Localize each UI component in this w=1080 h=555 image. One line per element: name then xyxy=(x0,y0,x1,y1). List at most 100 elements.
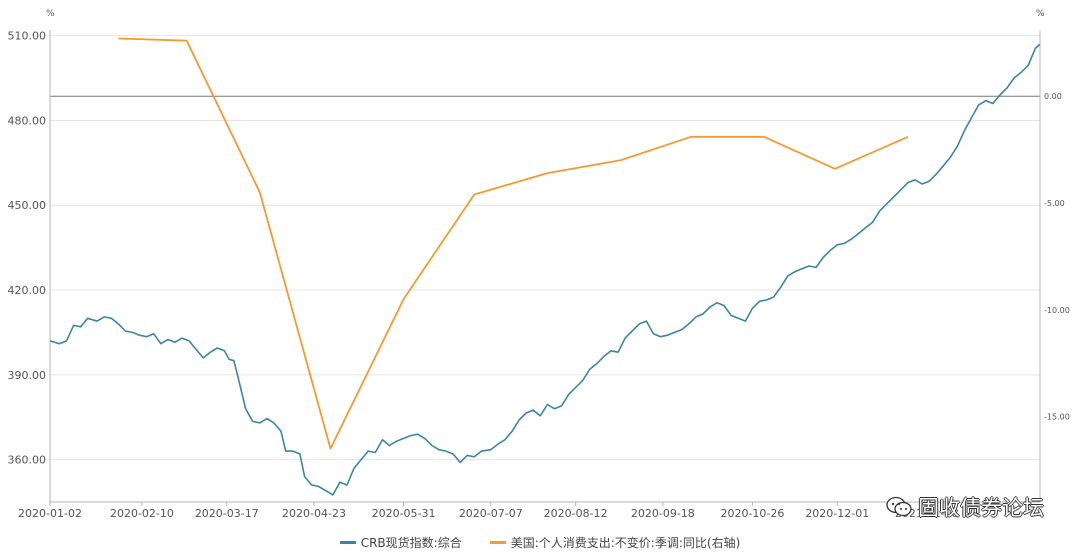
y-left-tick-label: 390.00 xyxy=(8,369,47,382)
data-point-crb xyxy=(497,444,498,445)
data-point-crb xyxy=(125,330,126,331)
y-right-tick-label: -10.00 xyxy=(1044,306,1070,315)
y-left-tick-label: 480.00 xyxy=(8,114,47,127)
x-axis-ticks: 2020-01-02 2020-02-10 2020-03-17 2020-04-23… xyxy=(18,502,959,520)
data-point-crb xyxy=(660,336,661,337)
data-point-pce xyxy=(474,194,475,195)
data-point-crb xyxy=(610,350,611,351)
data-point-crb xyxy=(830,250,831,251)
data-point-crb xyxy=(511,431,512,432)
data-point-crb xyxy=(403,438,404,439)
data-point-crb xyxy=(844,243,845,244)
data-point-crb xyxy=(865,227,866,228)
data-point-crb xyxy=(801,268,802,269)
x-tick-label: 2020-09-18 xyxy=(631,507,695,520)
data-point-crb xyxy=(709,306,710,307)
data-point-crb xyxy=(547,404,548,405)
data-point-crb xyxy=(181,338,182,339)
data-point-crb xyxy=(780,287,781,288)
data-point-crb xyxy=(233,360,234,361)
y-left-tick-label: 360.00 xyxy=(8,454,47,467)
axes: % % xyxy=(46,9,1045,503)
data-point-crb xyxy=(73,325,74,326)
data-point-crb xyxy=(189,340,190,341)
data-point-crb xyxy=(752,308,753,309)
watermark: 固收债券论坛 xyxy=(886,492,1044,522)
series-line-pce xyxy=(118,37,909,450)
data-point-crb xyxy=(49,340,50,341)
data-point-crb xyxy=(229,359,230,360)
data-point-crb xyxy=(851,239,852,240)
data-point-crb xyxy=(424,438,425,439)
data-point-pce xyxy=(691,136,692,137)
data-point-crb xyxy=(1028,65,1029,66)
data-point-crb xyxy=(681,329,682,330)
data-point-crb xyxy=(153,333,154,334)
data-point-crb xyxy=(589,369,590,370)
data-point-pce xyxy=(118,38,119,39)
data-point-crb xyxy=(285,451,286,452)
data-point-crb xyxy=(368,451,369,452)
data-point-crb xyxy=(639,323,640,324)
data-point-crb xyxy=(957,145,958,146)
y-left-tick-label: 450.00 xyxy=(8,199,47,212)
data-point-crb xyxy=(396,441,397,442)
y-right-tick-label: -5.00 xyxy=(1044,199,1065,208)
data-point-crb xyxy=(837,244,838,245)
data-point-crb xyxy=(738,318,739,319)
data-point-crb xyxy=(603,356,604,357)
data-point-crb xyxy=(273,422,274,423)
data-point-crb xyxy=(674,332,675,333)
data-point-crb xyxy=(787,275,788,276)
data-point-crb xyxy=(929,181,930,182)
data-point-crb xyxy=(481,451,482,452)
legend-swatch-crb xyxy=(339,540,356,544)
data-point-crb xyxy=(533,410,534,411)
legend-item-pce[interactable]: 美国:个人消费支出:不变价:季调:同比(右轴) xyxy=(489,534,740,551)
data-point-crb xyxy=(245,408,246,409)
y-right-tick-label: -15.00 xyxy=(1044,413,1070,422)
data-point-crb xyxy=(304,476,305,477)
data-point-crb xyxy=(410,435,411,436)
data-point-crb xyxy=(540,415,541,416)
data-point-crb xyxy=(823,257,824,258)
data-point-crb xyxy=(922,183,923,184)
data-point-crb xyxy=(1014,77,1015,78)
x-tick-label: 2020-02-10 xyxy=(110,507,174,520)
data-point-crb xyxy=(210,352,211,353)
data-point-crb xyxy=(332,494,333,495)
data-point-crb xyxy=(646,321,647,322)
data-point-crb xyxy=(907,182,908,183)
data-point-crb xyxy=(280,431,281,432)
data-point-pce xyxy=(834,168,835,169)
data-point-crb xyxy=(311,484,312,485)
data-point-crb xyxy=(632,330,633,331)
data-point-crb xyxy=(731,315,732,316)
data-point-crb xyxy=(695,316,696,317)
data-point-crb xyxy=(252,421,253,422)
data-point-crb xyxy=(259,422,260,423)
data-point-crb xyxy=(688,323,689,324)
data-point-crb xyxy=(1006,87,1007,88)
data-point-crb xyxy=(174,342,175,343)
data-point-crb xyxy=(339,482,340,483)
data-point-crb xyxy=(561,405,562,406)
data-point-crb xyxy=(702,313,703,314)
data-point-pce xyxy=(403,299,404,300)
data-point-crb xyxy=(858,233,859,234)
legend-item-crb[interactable]: CRB现货指数:综合 xyxy=(339,534,462,551)
data-point-crb xyxy=(467,455,468,456)
data-point-crb xyxy=(382,439,383,440)
data-point-crb xyxy=(224,350,225,351)
data-point-crb xyxy=(759,301,760,302)
data-point-crb xyxy=(999,94,1000,95)
x-tick-label: 2020-05-31 xyxy=(372,507,436,520)
data-point-crb xyxy=(1039,44,1040,45)
data-point-crb xyxy=(132,332,133,333)
wechat-icon xyxy=(886,496,912,517)
left-unit-label: % xyxy=(46,9,55,19)
data-point-crb xyxy=(900,189,901,190)
data-point-crb xyxy=(971,117,972,118)
right-axis-ticks: 0.00 -5.00 -10.00 -15.00 xyxy=(1044,92,1070,421)
data-point-crb xyxy=(808,265,809,266)
